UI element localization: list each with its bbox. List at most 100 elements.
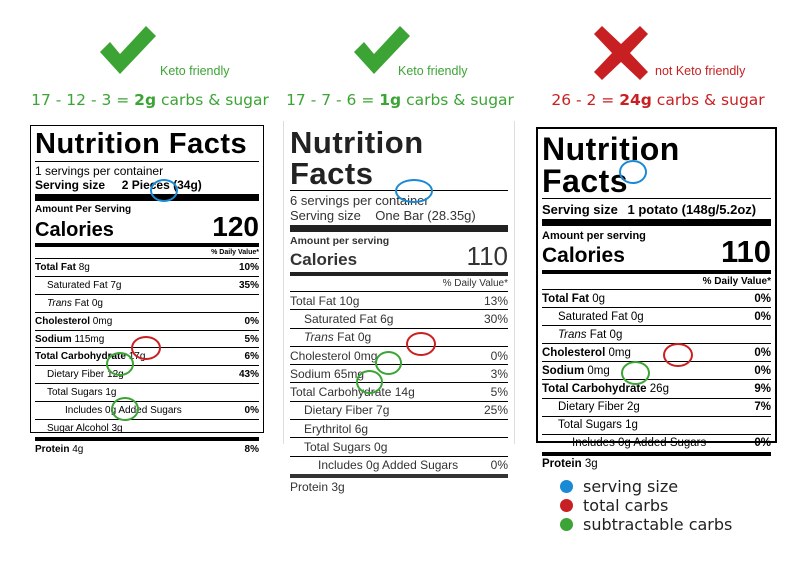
nutrient-daily-value: 0% [754, 292, 771, 305]
nutrient-row: Total Sugars 1g [35, 384, 259, 403]
serving-size-label: Serving size [290, 208, 361, 223]
subtractable-carbs-circle [375, 351, 402, 375]
nutrient-name: Saturated Fat [47, 279, 108, 291]
nutrient-amount: 0mg [354, 348, 378, 363]
nutrient-name: Dietary Fiber [47, 369, 105, 381]
label-title: Nutrition Facts [290, 127, 508, 191]
serving-size-num: 2 [121, 178, 129, 192]
nutrient-daily-value: 5% [244, 333, 259, 345]
nutrient-amount: 3g [331, 479, 345, 494]
carb-formula: 17 - 7 - 6 = 1g carbs & sugar [286, 91, 514, 109]
nutrient-row: Total Sugars 0g [290, 438, 508, 457]
amount-per-serving: Amount per serving [542, 230, 646, 242]
nutrient-amount: 26g [649, 383, 669, 396]
serving-size-num: 1 [627, 202, 635, 217]
amount-per-serving: Amount Per Serving [35, 204, 132, 215]
serving-size-unit: Bar (28.35g) [403, 208, 476, 223]
subtractable-carbs-circle [111, 397, 139, 421]
carb-formula: 17 - 12 - 3 = 2g carbs & sugar [31, 91, 269, 109]
nutrient-name: Total Sugars [304, 440, 371, 455]
nutrition-label-2: Nutrition Facts 6 servings per container… [283, 121, 515, 494]
nutrient-daily-value: 43% [238, 369, 259, 381]
nutrient-row: Saturated Fat 0g 0% [542, 308, 771, 327]
nutrient-row: Trans Fat 0g [290, 329, 508, 347]
nutrient-name: Saturated Fat [558, 310, 628, 323]
nutrient-daily-value: 0% [754, 346, 771, 359]
nutrient-daily-value: 35% [238, 279, 259, 291]
nutrient-row: Total Carbohydrate 14g 5% [290, 383, 508, 402]
calories-label: Calories [290, 250, 358, 269]
subtractable-carbs-circle [106, 352, 134, 376]
nutrient-amount: 115mg [74, 333, 105, 345]
nutrient-name: Protein [35, 443, 70, 455]
nutrient-name: Total Fat [542, 292, 590, 305]
nutrient-daily-value: 0% [244, 405, 259, 417]
checkmark-icon [100, 26, 156, 74]
nutrient-name: Includes 0g Added Sugars [318, 458, 459, 473]
nutrient-amount: 0mg [92, 315, 113, 327]
legend-item-serving-size: serving size [560, 477, 732, 496]
nutrient-amount: 7g [110, 279, 122, 291]
not-keto-friendly-tag: not Keto friendly [655, 64, 746, 78]
nutrient-daily-value: 0% [754, 437, 771, 450]
keto-friendly-tag: Keto friendly [398, 64, 468, 78]
nutrient-amount: 0g [630, 310, 644, 323]
nutrient-name: Includes 0g Added Sugars [572, 437, 707, 450]
nutrient-daily-value: 30% [483, 311, 508, 326]
daily-value-header: % Daily Value* [211, 249, 259, 256]
nutrient-name: Total Carbohydrate [35, 351, 126, 363]
blue-dot-icon [560, 480, 573, 493]
amount-per-serving: Amount per serving [290, 235, 390, 247]
nutrient-name: Total Fat [35, 261, 76, 273]
nutrient-name: Dietary Fiber [558, 401, 624, 414]
nutrient-daily-value: 0% [754, 310, 771, 323]
nutrient-amount: 1g [105, 387, 117, 399]
nutrient-amount: 1g [625, 419, 638, 432]
legend-label: serving size [583, 477, 679, 496]
serving-size-circle [619, 160, 647, 184]
nutrient-row: Sodium 0mg 0% [542, 362, 771, 381]
nutrient-name: Total Carbohydrate [542, 383, 647, 396]
keto-friendly-tag: Keto friendly [160, 64, 230, 78]
nutrient-amount: 0mg [608, 346, 631, 359]
nutrient-name: Sodium [542, 364, 585, 377]
nutrient-name: Sodium [35, 333, 72, 345]
nutrient-row: Cholesterol 0mg 0% [35, 313, 259, 331]
green-dot-icon [560, 518, 573, 531]
nutrient-name: Total Sugars [558, 419, 622, 432]
legend-item-total-carbs: total carbs [560, 496, 732, 515]
nutrient-amount: 3g [111, 422, 123, 434]
nutrient-name: Protein [290, 479, 329, 494]
nutrient-name: Cholesterol [542, 346, 606, 359]
nutrient-row: Total Carbohydrate 26g 9% [542, 380, 771, 399]
calories-value: 110 [466, 241, 508, 271]
nutrient-daily-value: 10% [238, 261, 259, 273]
nutrient-name: Trans [47, 297, 72, 309]
nutrient-row: Cholesterol 0mg 0% [542, 344, 771, 363]
nutrient-row: Trans Fat 0g [35, 295, 259, 313]
nutrient-name: Trans [304, 330, 334, 345]
calories-value: 120 [212, 211, 259, 242]
nutrient-name: Protein [542, 458, 582, 471]
checkmark-icon [354, 26, 410, 74]
nutrition-label-1: Nutrition Facts 1 servings per container… [30, 125, 264, 455]
nutrient-row: Includes 0g Added Sugars 0% [290, 457, 508, 478]
nutrient-daily-value: 8% [244, 443, 259, 455]
servings-per-container: 1 servings per container [35, 164, 164, 178]
nutrient-row: Sugar Alcohol 3g [35, 420, 259, 441]
nutrient-amount: Fat 0g [589, 328, 623, 341]
nutrient-amount: 0g [374, 440, 388, 455]
total-carbs-circle [131, 336, 161, 360]
nutrient-amount: Fat 0g [74, 297, 103, 309]
calories-label: Calories [542, 244, 625, 267]
nutrient-amount: 2g [627, 401, 640, 414]
nutrient-row: Protein 3g [290, 478, 508, 495]
total-carbs-circle [663, 343, 693, 367]
nutrient-row: Includes 0g Added Sugars 0% [542, 435, 771, 456]
nutrient-daily-value: 0% [490, 458, 508, 473]
serving-size-unit: potato (148g/5.2oz) [638, 202, 757, 217]
nutrient-row: Dietary Fiber 12g 43% [35, 366, 259, 385]
legend-label: total carbs [583, 496, 669, 515]
nutrient-daily-value: 0% [244, 315, 259, 327]
calories-label: Calories [35, 219, 114, 241]
